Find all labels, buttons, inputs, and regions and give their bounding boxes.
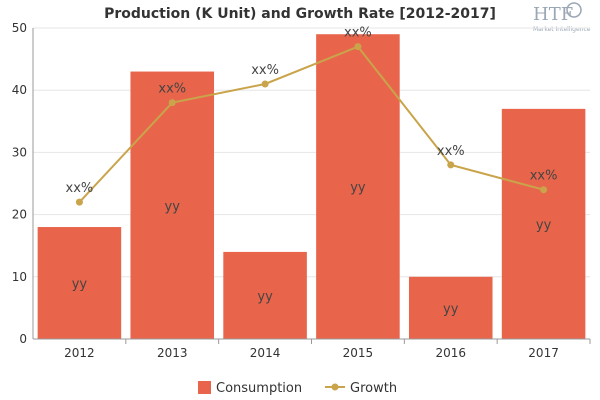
- legend-consumption-label: Consumption: [216, 381, 302, 396]
- y-tick-label: 40: [12, 83, 27, 97]
- bar-data-label: yy: [350, 181, 366, 196]
- growth-line: [78, 45, 544, 203]
- y-tick-label: 0: [19, 332, 27, 346]
- bar-data-label: yy: [443, 302, 459, 317]
- chart-title: Production (K Unit) and Growth Rate [201…: [104, 6, 496, 22]
- growth-data-label: xx%: [344, 26, 372, 41]
- bar: [316, 34, 400, 339]
- y-tick-label: 10: [12, 270, 27, 284]
- growth-point: [75, 198, 83, 206]
- x-tick-label: 2015: [343, 346, 374, 360]
- y-tick-label: 30: [12, 145, 27, 159]
- bar: [37, 227, 122, 339]
- x-tick-label: 2013: [157, 346, 188, 360]
- bar-data-label: yy: [72, 277, 88, 292]
- growth-data-label: xx%: [437, 144, 465, 159]
- growth-point: [168, 99, 176, 107]
- bar: [501, 108, 586, 339]
- y-tick-label: 50: [12, 21, 27, 35]
- x-tick-label: 2016: [435, 346, 466, 360]
- growth-point: [261, 80, 269, 88]
- bar-data-label: yy: [257, 289, 273, 304]
- growth-point: [540, 186, 548, 194]
- htf-logo: HTF Market Intelligence: [533, 2, 591, 33]
- growth-point: [354, 43, 362, 51]
- bar-series: [37, 34, 586, 339]
- bar-data-label: yy: [165, 199, 181, 214]
- growth-data-label: xx%: [530, 169, 558, 184]
- legend: Consumption Growth: [198, 381, 397, 396]
- growth-point: [447, 161, 455, 169]
- bar: [130, 71, 215, 339]
- growth-data-label: xx%: [158, 82, 186, 97]
- legend-growth-swatch-dot: [331, 383, 339, 391]
- growth-data-label: xx%: [66, 181, 94, 196]
- logo-globe-icon: [566, 2, 582, 18]
- legend-consumption-swatch: [198, 381, 211, 394]
- bar: [223, 251, 307, 339]
- logo-subtext: Market Intelligence: [533, 26, 591, 33]
- bar: [408, 276, 493, 339]
- x-tick-label: 2017: [528, 346, 559, 360]
- x-tick-label: 2012: [64, 346, 95, 360]
- x-tick-label: 2014: [250, 346, 281, 360]
- legend-growth-label: Growth: [350, 381, 397, 396]
- line-series: xx% xx% xx% xx% xx% xx%: [66, 26, 558, 206]
- bar-data-label: yy: [536, 218, 552, 233]
- bar-labels: yy yy yy yy yy yy: [72, 181, 552, 317]
- growth-data-label: xx%: [251, 63, 279, 78]
- y-tick-label: 20: [12, 208, 27, 222]
- axes: 0 10 20 30 40 50 2012 2013 2014 2015 2016 2017: [12, 21, 591, 360]
- logo-text: HTF: [533, 4, 573, 25]
